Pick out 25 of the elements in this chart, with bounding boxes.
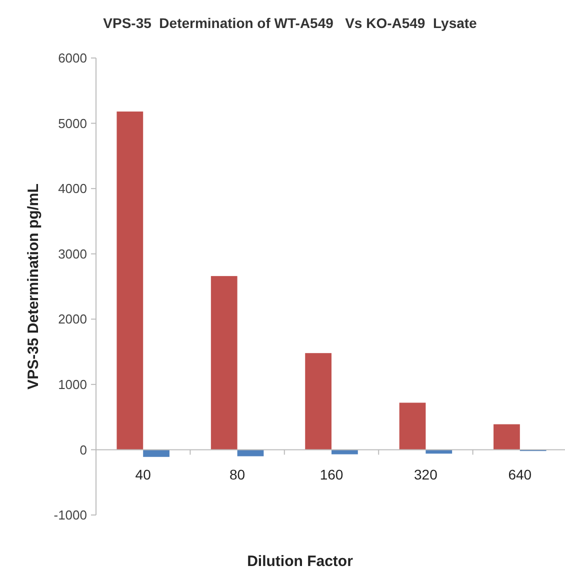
y-tick-label: 6000 — [58, 50, 87, 66]
bar — [210, 276, 238, 450]
x-tick-label: 640 — [508, 466, 532, 483]
x-axis-title: Dilution Factor — [247, 553, 354, 570]
y-tick-label: 4000 — [58, 181, 87, 196]
y-tick-label: 0 — [80, 442, 87, 458]
y-tick-label: 2000 — [58, 312, 87, 327]
y-tick-label: 3000 — [58, 246, 87, 262]
bar — [116, 112, 144, 450]
bar — [332, 450, 358, 454]
y-tick-label: 5000 — [58, 116, 87, 131]
x-tick-label: 80 — [230, 466, 246, 483]
bar — [399, 402, 426, 450]
y-tick-label: 1000 — [58, 376, 87, 392]
y-tick-label: -1000 — [54, 508, 87, 523]
bar — [426, 450, 452, 454]
bar — [237, 450, 264, 456]
x-tick-label: 160 — [320, 466, 344, 483]
x-tick-label: 320 — [414, 466, 438, 483]
bar — [143, 450, 170, 457]
chart-title: VPS-35 Determination of WT-A549 Vs KO-A549 Lysate — [103, 15, 478, 31]
bar — [305, 353, 332, 450]
x-tick-label: 40 — [135, 466, 152, 483]
bar — [494, 424, 520, 450]
y-axis-title: VPS-35 Determination pg/mL — [25, 184, 42, 390]
